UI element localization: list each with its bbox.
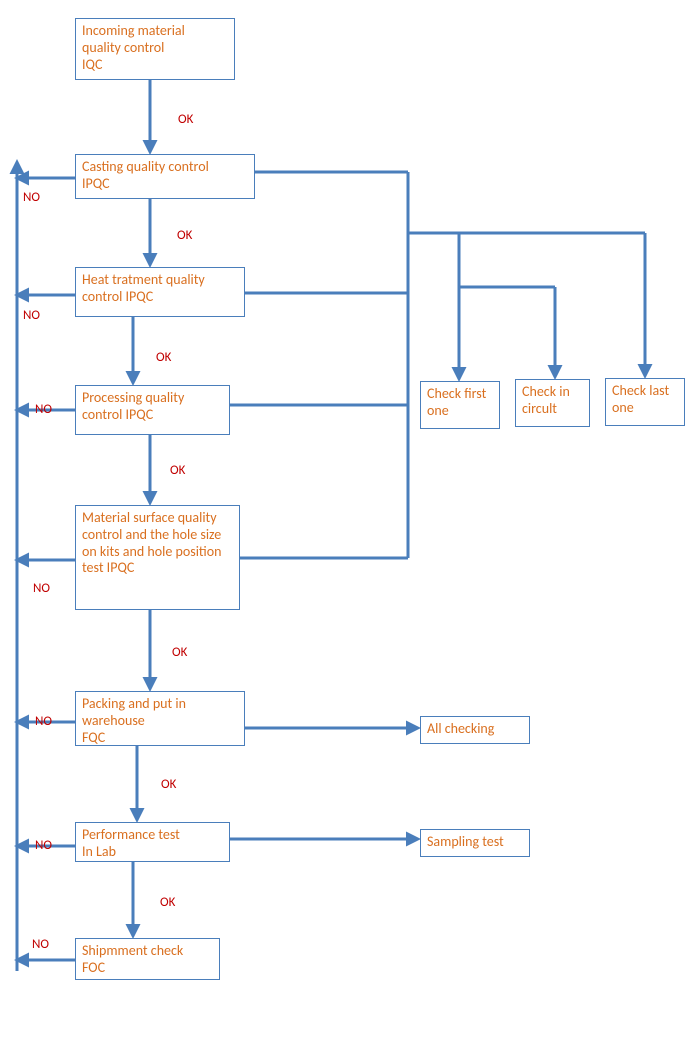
node-ship: Shipmment check FOC [75, 938, 220, 980]
no-label-3: NO [33, 581, 50, 596]
ok-label-0: OK [178, 112, 193, 127]
node-cast: Casting quality control IPQC [75, 154, 255, 199]
node-perf: Performance testIn Lab [75, 822, 230, 862]
ok-label-4: OK [172, 645, 187, 660]
ok-label-3: OK [170, 463, 185, 478]
node-heat: Heat tratment quality control IPQC [75, 267, 245, 317]
node-allchk: All checking [420, 716, 530, 744]
node-chk3: Check last one [605, 378, 685, 426]
node-proc: Processing quality control IPQC [75, 385, 230, 435]
node-pack: Packing and put in warehouse FQC [75, 691, 245, 746]
no-label-4: NO [35, 714, 52, 729]
ok-label-6: OK [160, 895, 175, 910]
ok-label-2: OK [156, 350, 171, 365]
no-label-0: NO [23, 190, 40, 205]
node-chk1: Check first one [420, 381, 500, 429]
no-label-2: NO [35, 402, 52, 417]
ok-label-1: OK [177, 228, 192, 243]
node-surf: Material surface quality control and the… [75, 505, 240, 610]
no-label-1: NO [23, 308, 40, 323]
node-chk2: Check in circult [515, 379, 590, 427]
node-iqc: Incoming materialquality control IQC [75, 18, 235, 80]
no-label-6: NO [32, 937, 49, 952]
no-label-5: NO [35, 838, 52, 853]
ok-label-5: OK [161, 777, 176, 792]
node-samp: Sampling test [420, 829, 530, 857]
